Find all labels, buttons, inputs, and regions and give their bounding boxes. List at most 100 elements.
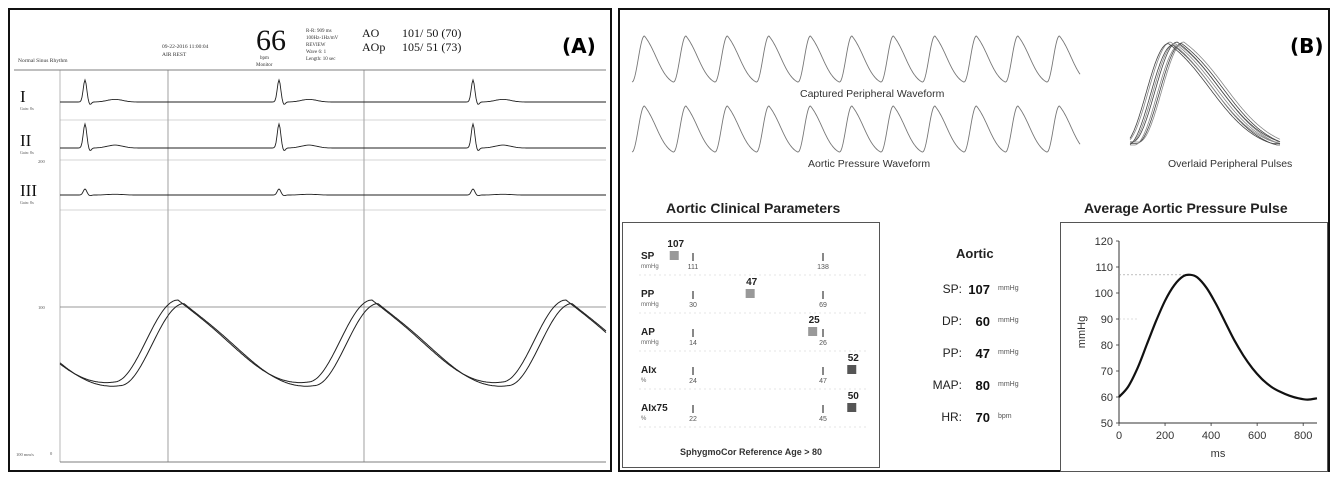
- paper-speed: 100 mm/s: [16, 452, 34, 457]
- x-tick-label: 200: [1156, 430, 1174, 442]
- aortic-value-label: HR:: [941, 410, 962, 424]
- aortic-pressure-waveform: [631, 105, 1081, 153]
- aortic-wave-line: [631, 105, 1081, 153]
- param-high-tick: [822, 405, 824, 413]
- aortic-value-number: 107: [968, 282, 990, 297]
- param-value-marker: [847, 365, 857, 374]
- aortic-title: Aortic: [956, 246, 994, 261]
- chart-title: Average Aortic Pressure Pulse: [1084, 200, 1288, 216]
- param-low-tick: [692, 253, 694, 261]
- rr-line: Wave 6: 1: [306, 50, 327, 55]
- panel-a-label: (A): [562, 34, 596, 58]
- aortic-value-row: DP: 60 mmHg: [916, 314, 1046, 330]
- overlaid-pulse-line: [1130, 41, 1281, 143]
- rr-line: R-R: 909 ms: [306, 29, 332, 34]
- aortic-value-number: 70: [975, 410, 990, 425]
- param-value-marker: [669, 251, 679, 260]
- panel-a: Normal Sinus Rhythm 09-22-2016 11:00:04 …: [8, 8, 612, 472]
- y-tick-label: 120: [1095, 236, 1113, 248]
- param-low-label: 24: [689, 378, 697, 385]
- overlaid-pulse-line: [1130, 41, 1281, 143]
- param-high-label: 26: [819, 340, 827, 347]
- overlaid-pulse-line: [1129, 43, 1281, 144]
- param-name: AIx: [641, 365, 657, 376]
- ecg-lead-iii: [60, 188, 606, 197]
- param-high-label: 47: [819, 378, 827, 385]
- lead-gain-iii: Gain: 8x: [20, 200, 34, 205]
- heart-rate-value: 66: [256, 24, 286, 57]
- aop-value: 105/ 51 (73): [402, 40, 461, 54]
- params-chart: SP mmHg 111 138 107 PP mmHg 30 69 47 AP mmHg 14 26 25 A…: [639, 239, 867, 457]
- aortic-value-row: MAP: 80 mmHg: [916, 378, 1046, 394]
- aortic-value-number: 60: [975, 314, 990, 329]
- aortic-value-unit: mmHg: [998, 317, 1019, 324]
- y-tick-label: 110: [1095, 262, 1113, 274]
- aortic-value-row: PP: 47 mmHg: [916, 346, 1046, 362]
- aortic-value-number: 80: [975, 378, 990, 393]
- rr-line: Length: 10 sec: [306, 57, 336, 62]
- aortic-value-label: SP:: [942, 282, 962, 296]
- status-line: AIR REST: [162, 52, 187, 58]
- param-value-marker: [808, 327, 818, 336]
- param-low-label: 111: [688, 264, 699, 271]
- param-unit: %: [641, 416, 647, 422]
- param-unit: %: [641, 378, 647, 384]
- captured-peripheral-waveform: [631, 35, 1081, 83]
- param-value-label: 47: [746, 277, 758, 288]
- heart-rate-unit: bpm: [260, 56, 269, 61]
- overlaid-pulse-line: [1130, 43, 1281, 144]
- param-value-marker: [745, 289, 755, 298]
- param-name: AIx75: [641, 403, 668, 414]
- param-name: PP: [641, 289, 655, 300]
- params-footer: SphygmoCor Reference Age > 80: [680, 447, 822, 457]
- y-tick-label: 50: [1101, 418, 1113, 430]
- params-title: Aortic Clinical Parameters: [666, 200, 841, 216]
- captured-wave-line: [631, 35, 1081, 83]
- chart-box: 50 60 70 80 90 100 110 120 0 200 400 600 800 ms mmHg: [1060, 222, 1328, 472]
- x-tick-label: 600: [1248, 430, 1266, 442]
- date-line: 09-22-2016 11:00:04: [162, 44, 209, 50]
- lead-gain-i: Gain: 8x: [20, 106, 34, 111]
- param-unit: mmHg: [641, 340, 659, 346]
- ecg-traces: [60, 78, 606, 197]
- aortic-value-label: PP:: [942, 346, 962, 360]
- params-box: SP mmHg 111 138 107 PP mmHg 30 69 47 AP mmHg 14 26 25 A…: [622, 222, 880, 468]
- param-name: AP: [641, 327, 655, 338]
- aortic-pressure-trace: [59, 299, 607, 384]
- lead-label-iii: III: [20, 181, 37, 200]
- hemodynamic-monitor-trace: Normal Sinus Rhythm 09-22-2016 11:00:04 …: [14, 24, 607, 463]
- param-unit: mmHg: [641, 302, 659, 308]
- y-tick-label: 90: [1101, 314, 1113, 326]
- aortic-value-unit: mmHg: [998, 349, 1019, 356]
- average-pulse-chart: 50 60 70 80 90 100 110 120 0 200 400 600 800 ms mmHg: [1076, 236, 1318, 460]
- aortic-value-unit: mmHg: [998, 285, 1019, 292]
- x-axis-label: ms: [1211, 448, 1226, 460]
- lead-label-i: I: [20, 87, 26, 106]
- panel-b: (B) Captured Peripheral Waveform Aortic …: [618, 8, 1330, 472]
- ecg-lead-i: [60, 78, 606, 105]
- param-low-label: 30: [689, 302, 697, 309]
- scale-200: 200: [38, 159, 46, 164]
- param-high-tick: [822, 291, 824, 299]
- aortic-value-number: 47: [975, 346, 990, 361]
- param-value-marker: [847, 403, 857, 412]
- scale-0: 0: [50, 451, 53, 456]
- lead-label-ii: II: [20, 131, 32, 150]
- x-tick-label: 800: [1294, 430, 1312, 442]
- param-value-label: 52: [848, 353, 860, 364]
- panel-b-label: (B): [1290, 34, 1324, 58]
- aortic-pressure-trace-2: [59, 303, 607, 387]
- aortic-value-unit: bpm: [998, 413, 1012, 420]
- x-tick-label: 400: [1202, 430, 1220, 442]
- lead-gain-ii: Gain: 8x: [20, 150, 34, 155]
- param-high-tick: [822, 253, 824, 261]
- y-tick-label: 80: [1101, 340, 1113, 352]
- heart-rate-mode: Monitor: [256, 63, 273, 68]
- overlaid-pulse-line: [1129, 41, 1280, 143]
- param-low-label: 14: [689, 340, 697, 347]
- aop-label: AOp: [362, 40, 385, 54]
- rhythm-label: Normal Sinus Rhythm: [18, 58, 68, 64]
- param-low-label: 22: [689, 416, 697, 423]
- param-high-label: 69: [819, 302, 827, 309]
- param-low-tick: [692, 291, 694, 299]
